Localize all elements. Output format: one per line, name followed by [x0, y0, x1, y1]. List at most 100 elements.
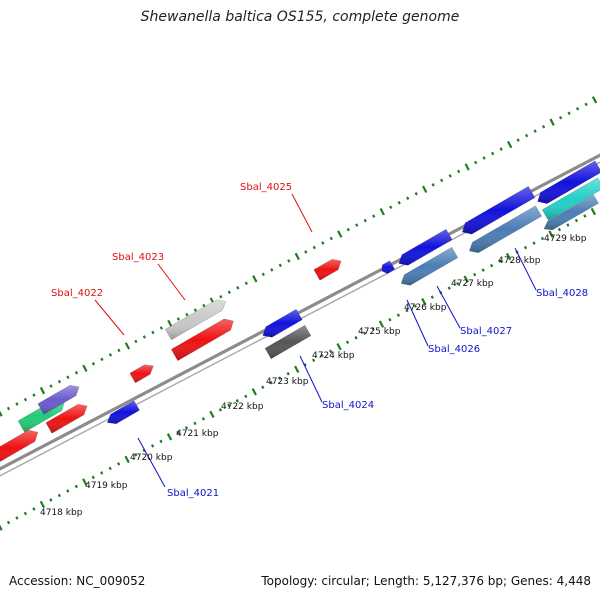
outer-ring-tick — [406, 196, 410, 201]
outer-ring-tick — [244, 281, 248, 286]
outer-ring-tick — [261, 272, 265, 277]
ruler-label: 4718 kbp — [40, 508, 83, 518]
gene-label: Sbal_4023 — [112, 252, 164, 263]
outer-ring-tick — [525, 133, 529, 138]
inner-ring-tick — [490, 263, 494, 268]
outer-ring-tick — [236, 285, 240, 290]
inner-ring-tick — [74, 484, 78, 489]
outer-ring-tick — [448, 174, 452, 178]
inner-ring-tick — [378, 320, 385, 328]
outer-ring-tick — [159, 326, 164, 330]
inner-ring-tick — [117, 462, 121, 466]
outer-ring-tick — [151, 330, 155, 335]
outer-ring-tick — [32, 393, 36, 397]
gene-label-leader — [291, 193, 313, 233]
inner-ring-tick — [421, 297, 427, 306]
outer-ring-tick — [294, 252, 300, 261]
inner-ring-tick — [388, 317, 392, 322]
outer-ring-tick — [321, 241, 325, 245]
outer-ring-tick — [49, 384, 53, 388]
outer-ring-tick — [15, 402, 19, 406]
ruler-label: 4727 kbp — [451, 279, 494, 289]
inner-ring-tick — [209, 410, 215, 419]
outer-ring-tick — [134, 339, 138, 344]
inner-ring-tick — [6, 520, 11, 525]
gene-feature-shading — [469, 205, 542, 253]
ruler-label: 4723 kbp — [266, 377, 309, 387]
outer-ring-tick — [117, 348, 121, 353]
inner-ring-tick — [574, 218, 579, 223]
gene-label-leader — [299, 355, 323, 403]
inner-ring-tick — [57, 493, 61, 498]
outer-ring-tick — [219, 294, 223, 299]
outer-ring-tick — [379, 207, 385, 216]
inner-ring-tick — [142, 448, 146, 453]
inner-ring-tick — [49, 498, 53, 502]
outer-ring-tick — [278, 263, 282, 268]
outer-ring-tick — [591, 96, 598, 104]
inner-ring-tick — [91, 475, 95, 480]
outer-ring-tick — [440, 178, 444, 183]
gene-feature-shading — [45, 404, 88, 434]
inner-ring-tick — [218, 408, 223, 412]
outer-ring-tick — [474, 160, 478, 165]
ruler-label: 4720 kbp — [130, 453, 173, 463]
inner-ring-tick — [15, 516, 19, 520]
outer-ring-tick — [346, 227, 350, 232]
inner-ring-tick — [498, 259, 502, 263]
outer-ring-tick — [176, 317, 180, 321]
ruler-label: 4728 kbp — [498, 256, 541, 266]
outer-ring-tick — [584, 102, 588, 107]
outer-ring-tick — [100, 357, 104, 362]
inner-ring-tick — [235, 399, 239, 403]
gene-feature-shading — [462, 186, 535, 235]
inner-ring-tick — [108, 466, 112, 471]
inner-ring-tick — [150, 444, 155, 448]
inner-tick-ring — [0, 207, 597, 531]
genome-stats-text: Topology: circular; Length: 5,127,376 bp… — [261, 574, 591, 588]
gene-feature-shading — [381, 260, 395, 274]
inner-ring-tick — [583, 214, 587, 218]
ruler-label: 4729 kbp — [544, 234, 587, 244]
inner-ring-tick — [396, 313, 401, 317]
gene-feature-shading — [398, 229, 453, 266]
outer-ring-tick — [193, 308, 197, 312]
gene-feature-shading — [537, 160, 600, 204]
outer-ring-tick — [533, 129, 537, 133]
inner-ring-tick — [166, 433, 173, 441]
outer-ring-tick — [549, 118, 555, 126]
outer-ring-tick — [167, 319, 173, 328]
outer-ring-tick — [389, 205, 393, 209]
inner-ring-tick — [66, 489, 70, 493]
outer-ring-tick — [108, 353, 113, 357]
outer-ring-tick — [397, 200, 401, 205]
outer-ring-tick — [304, 250, 308, 254]
inner-ring-tick — [540, 236, 545, 241]
outer-ring-tick — [39, 386, 46, 395]
outer-ring-tick — [227, 290, 231, 294]
outer-ring-tick — [355, 223, 359, 227]
outer-ring-tick — [464, 163, 470, 171]
map-title: Shewanella baltica OS155, complete genom… — [140, 9, 460, 25]
gene-feature-shading — [544, 194, 599, 230]
inner-ring-tick — [345, 340, 350, 344]
outer-ring-tick — [66, 375, 70, 379]
gene-label-leader — [436, 285, 461, 329]
outer-ring-tick — [499, 147, 503, 151]
inner-ring-tick — [261, 385, 265, 390]
inner-ring-tick — [0, 524, 3, 531]
inner-ring-tick — [463, 275, 469, 283]
gene-label-leader — [137, 437, 166, 488]
inner-ring-tick — [100, 471, 104, 475]
outer-ring-tick — [422, 185, 428, 194]
outer-ring-tick — [337, 230, 343, 238]
outer-ring-tick — [372, 214, 376, 218]
gene-label-leader — [514, 247, 537, 291]
inner-ring-tick — [278, 376, 282, 381]
ruler-label: 4722 kbp — [221, 402, 264, 412]
inner-ring-tick — [124, 455, 130, 464]
inner-ring-tick — [39, 500, 46, 509]
gene-label: Sbal_4027 — [460, 326, 512, 337]
inner-ring-tick — [227, 403, 231, 408]
